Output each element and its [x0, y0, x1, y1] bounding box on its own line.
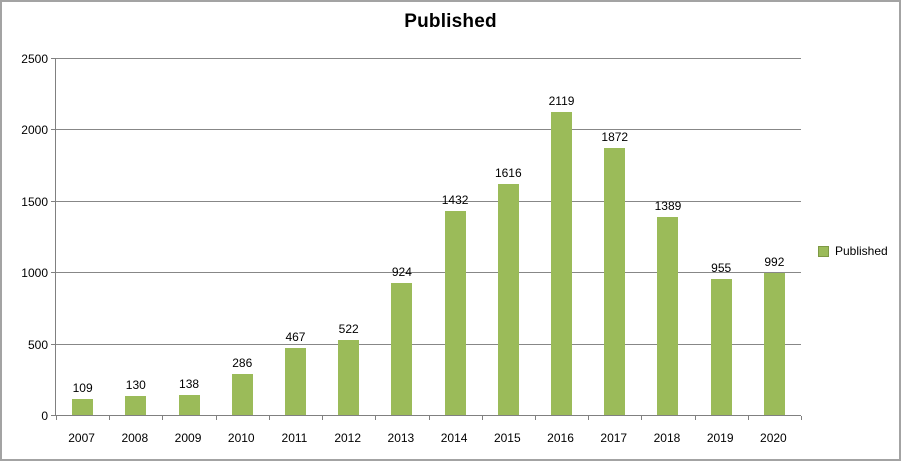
y-axis-label-2000: 2000: [21, 123, 48, 138]
data-label-2013: 924: [391, 265, 412, 280]
x-axis-tick-11: [641, 416, 642, 420]
x-axis-tick-4: [269, 416, 270, 420]
bar-2008: [125, 396, 147, 415]
y-axis: 0 500 1000 1500 2000 2500: [2, 52, 48, 423]
plot-area: 109 130 138 286 467 522 924 1432 1616 2119 1872 138…: [51, 58, 802, 420]
x-axis: 2007 2008 2009 2010 2011 2012 2013 2014 2015 2016…: [55, 430, 800, 448]
y-axis-label-500: 500: [27, 337, 48, 352]
data-label-2010: 286: [232, 356, 253, 371]
legend: Published: [818, 242, 888, 260]
x-axis-label-2007: 2007: [68, 431, 95, 445]
data-label-2015: 1616: [494, 166, 522, 181]
x-axis-label-2018: 2018: [653, 431, 681, 445]
x-axis-label-2016: 2016: [547, 431, 574, 445]
y-axis-tick-2500: [51, 58, 55, 59]
legend-label-published: Published: [835, 244, 888, 258]
data-label-2008: 130: [125, 378, 146, 393]
y-axis-label-1000: 1000: [21, 266, 48, 281]
x-axis-label-2011: 2011: [281, 431, 308, 445]
y-axis-tick-500: [51, 343, 55, 345]
bar-2018: [657, 216, 679, 415]
bar-2013: [391, 283, 413, 415]
x-axis-label-2013: 2013: [387, 431, 415, 445]
x-axis-tick-14: [801, 416, 802, 420]
data-label-2016: 2119: [548, 94, 575, 109]
data-label-2019: 955: [711, 260, 732, 275]
bar-2014: [444, 210, 466, 415]
gridline-1500: [56, 200, 801, 202]
bar-2019: [710, 278, 732, 415]
bar-2010: [231, 374, 253, 415]
bar-2017: [604, 147, 626, 415]
bar-2011: [284, 348, 306, 415]
gridline-500: [56, 343, 801, 345]
x-axis-label-2019: 2019: [706, 431, 734, 445]
gridline-1000: [56, 272, 801, 274]
bar-2015: [497, 184, 519, 415]
data-label-2017: 1872: [601, 129, 629, 144]
gridline-2500: [56, 58, 801, 59]
x-axis-tick-5: [322, 416, 323, 420]
x-axis-label-2010: 2010: [227, 431, 255, 445]
x-axis-label-2015: 2015: [493, 431, 521, 445]
y-axis-tick-1000: [51, 272, 55, 274]
y-axis-tick-2000: [51, 129, 55, 131]
x-axis-tick-7: [429, 416, 430, 420]
x-axis-tick-0: [56, 416, 57, 420]
data-label-2018: 1389: [654, 198, 682, 213]
y-axis-label-2500: 2500: [21, 52, 48, 66]
data-label-2014: 1432: [441, 192, 469, 207]
data-label-2007: 109: [72, 381, 93, 396]
y-axis-tick-1500: [51, 200, 55, 202]
x-axis-label-2008: 2008: [121, 431, 149, 445]
data-label-2020: 992: [764, 255, 785, 270]
x-axis-tick-8: [482, 416, 483, 420]
y-axis-label-0: 0: [41, 409, 48, 423]
x-axis-tick-6: [375, 416, 376, 420]
data-label-2011: 467: [285, 330, 306, 345]
x-axis-tick-1: [109, 416, 110, 420]
bar-2020: [763, 273, 785, 415]
x-axis-tick-9: [535, 416, 536, 420]
legend-swatch-published: [818, 245, 829, 257]
x-axis-label-2009: 2009: [174, 431, 202, 445]
x-axis-label-2012: 2012: [334, 431, 362, 445]
x-axis-label-2017: 2017: [600, 431, 628, 445]
gridline-2000: [56, 129, 801, 131]
data-label-2009: 138: [179, 377, 200, 392]
x-axis-tick-10: [588, 416, 589, 420]
bar-2012: [338, 340, 360, 415]
bar-2009: [178, 395, 200, 415]
x-axis-tick-2: [162, 416, 163, 420]
chart-title: Published: [404, 11, 497, 32]
y-axis-label-1500: 1500: [21, 194, 48, 209]
x-axis-tick-13: [748, 416, 749, 420]
bar-2007: [72, 399, 94, 415]
bar-2016: [551, 112, 573, 415]
x-axis-tick-3: [216, 416, 217, 420]
y-axis-tick-0: [51, 415, 55, 416]
x-axis-label-2020: 2020: [760, 431, 787, 445]
data-label-2012: 522: [338, 322, 359, 337]
x-axis-tick-12: [695, 416, 696, 420]
x-axis-label-2014: 2014: [440, 431, 468, 445]
